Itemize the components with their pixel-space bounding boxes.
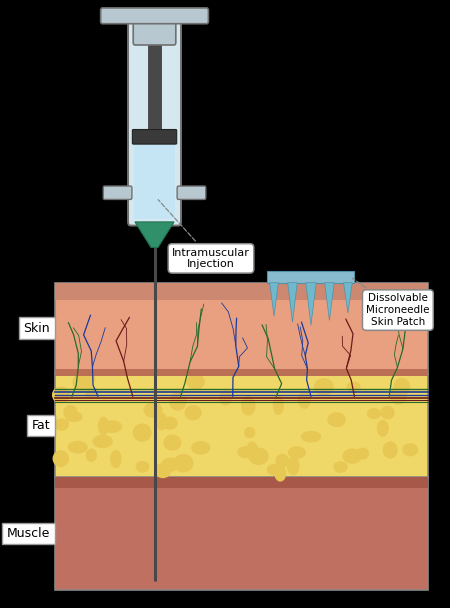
Ellipse shape	[164, 435, 181, 450]
Ellipse shape	[347, 382, 360, 392]
Ellipse shape	[245, 427, 255, 438]
Ellipse shape	[343, 449, 361, 463]
Ellipse shape	[170, 393, 186, 410]
Text: Intramuscular
Injection: Intramuscular Injection	[158, 199, 250, 269]
Ellipse shape	[53, 451, 68, 466]
Ellipse shape	[274, 396, 283, 414]
Ellipse shape	[288, 447, 305, 458]
Ellipse shape	[77, 373, 95, 384]
Ellipse shape	[267, 465, 283, 475]
Ellipse shape	[276, 454, 288, 467]
Ellipse shape	[66, 412, 82, 421]
Ellipse shape	[102, 421, 122, 432]
Ellipse shape	[64, 406, 77, 419]
Ellipse shape	[220, 391, 231, 405]
FancyBboxPatch shape	[133, 16, 176, 45]
Ellipse shape	[238, 447, 254, 458]
Ellipse shape	[156, 413, 167, 430]
FancyBboxPatch shape	[54, 477, 428, 488]
Polygon shape	[324, 283, 334, 320]
Ellipse shape	[403, 444, 418, 455]
Ellipse shape	[368, 409, 380, 418]
Ellipse shape	[315, 379, 333, 395]
Ellipse shape	[133, 424, 151, 441]
Ellipse shape	[53, 387, 69, 402]
Ellipse shape	[275, 466, 286, 481]
Ellipse shape	[93, 435, 112, 447]
Polygon shape	[306, 283, 316, 325]
Ellipse shape	[242, 397, 255, 415]
Ellipse shape	[249, 448, 268, 465]
Ellipse shape	[147, 403, 160, 416]
FancyBboxPatch shape	[103, 186, 132, 199]
FancyBboxPatch shape	[54, 374, 428, 477]
FancyBboxPatch shape	[54, 477, 428, 590]
FancyBboxPatch shape	[54, 283, 428, 374]
FancyBboxPatch shape	[134, 143, 175, 219]
FancyBboxPatch shape	[132, 130, 177, 144]
Ellipse shape	[73, 374, 92, 390]
FancyBboxPatch shape	[148, 9, 161, 10]
FancyBboxPatch shape	[101, 8, 208, 24]
Ellipse shape	[288, 457, 299, 475]
Ellipse shape	[68, 441, 87, 453]
Polygon shape	[135, 222, 174, 247]
FancyBboxPatch shape	[54, 369, 428, 376]
Ellipse shape	[187, 375, 204, 389]
Polygon shape	[270, 283, 279, 316]
Ellipse shape	[394, 378, 410, 396]
Ellipse shape	[111, 451, 121, 468]
Ellipse shape	[174, 455, 193, 472]
FancyBboxPatch shape	[177, 186, 206, 199]
Polygon shape	[288, 283, 297, 322]
Ellipse shape	[86, 449, 96, 461]
Ellipse shape	[86, 387, 98, 398]
Ellipse shape	[298, 392, 310, 408]
Ellipse shape	[247, 442, 257, 460]
Ellipse shape	[163, 417, 177, 429]
Ellipse shape	[155, 464, 171, 477]
Ellipse shape	[334, 462, 347, 472]
Ellipse shape	[357, 448, 369, 459]
FancyBboxPatch shape	[148, 40, 161, 131]
Text: Muscle: Muscle	[7, 527, 50, 540]
Ellipse shape	[302, 432, 320, 442]
Text: Dissolvable
Microneedle
Skin Patch: Dissolvable Microneedle Skin Patch	[352, 278, 430, 326]
Text: Fat: Fat	[32, 419, 50, 432]
Ellipse shape	[383, 442, 397, 458]
Polygon shape	[343, 283, 352, 313]
FancyBboxPatch shape	[54, 283, 428, 300]
Ellipse shape	[136, 461, 148, 472]
Ellipse shape	[381, 407, 394, 419]
Ellipse shape	[185, 406, 201, 420]
Ellipse shape	[144, 403, 162, 417]
Text: Skin: Skin	[23, 322, 50, 335]
Ellipse shape	[390, 387, 406, 404]
Ellipse shape	[328, 413, 345, 426]
Ellipse shape	[192, 441, 210, 454]
FancyBboxPatch shape	[128, 12, 181, 226]
Ellipse shape	[162, 458, 178, 471]
Ellipse shape	[378, 421, 388, 436]
FancyBboxPatch shape	[267, 271, 355, 283]
Ellipse shape	[54, 419, 68, 430]
Ellipse shape	[99, 417, 108, 435]
